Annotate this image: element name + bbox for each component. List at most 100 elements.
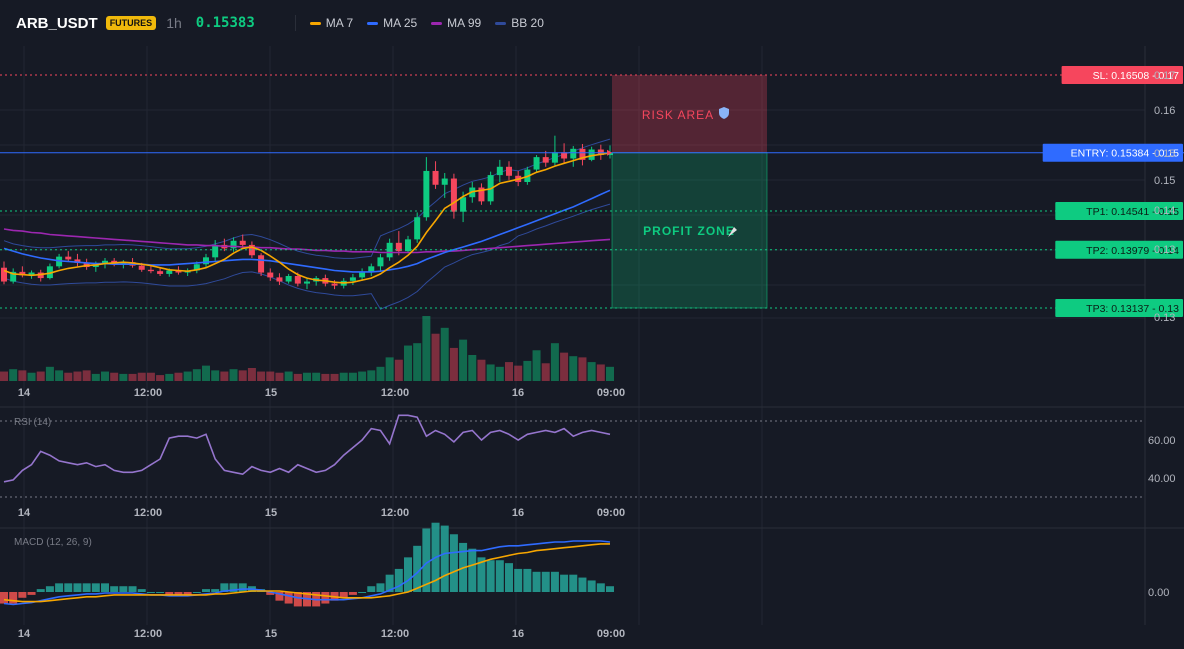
rsi-title: RSI (14) (14, 417, 51, 428)
candle-body (203, 257, 209, 265)
candle-body (423, 170, 430, 218)
macd-histogram-bar (211, 589, 220, 592)
volume-bar (101, 371, 109, 381)
volume-bar (174, 372, 183, 381)
macd-histogram-bar (486, 560, 495, 592)
macd-histogram-bar (0, 592, 8, 604)
volume-bar (569, 356, 578, 381)
candle-body (386, 242, 393, 258)
candle-body (267, 272, 274, 278)
candle-body (377, 257, 384, 267)
macd-histogram-bar (27, 592, 36, 595)
volume-bar (449, 347, 458, 381)
macd-histogram-bar (110, 586, 119, 592)
candle-body (304, 281, 310, 284)
tp-level-tag (1055, 240, 1183, 259)
macd-histogram-bar (91, 583, 100, 592)
rsi-tick-label: 60.00 (1148, 435, 1176, 447)
candle-body (395, 242, 402, 252)
volume-bar (303, 372, 311, 381)
volume-bar (156, 375, 165, 381)
candle-body (450, 178, 457, 212)
symbol-name[interactable]: ARB_USDT (16, 14, 98, 32)
volume-bar (330, 373, 339, 381)
volume-bar (440, 327, 449, 381)
time-tick-label: 15 (265, 387, 277, 399)
volume-bar (293, 373, 302, 381)
volume-bar (229, 369, 238, 381)
futures-badge: FUTURES (105, 16, 157, 30)
volume-bar (505, 362, 513, 381)
candle-body (120, 262, 127, 265)
volume-bar (348, 372, 357, 381)
legend-bb20-label: BB 20 (511, 16, 544, 30)
candle-body (441, 178, 448, 185)
macd-histogram-bar (413, 545, 422, 592)
macd-histogram-bar (156, 592, 165, 593)
profit-zone (611, 152, 768, 309)
time-tick-label: 09:00 (597, 387, 625, 399)
macd-histogram-bar (128, 586, 137, 592)
time-tick-label: 14 (18, 507, 31, 519)
volume-bar (468, 355, 477, 381)
volume-bar (459, 339, 468, 381)
price-tick-label: 0.14 (1154, 205, 1175, 217)
time-tick-label: 09:00 (597, 628, 625, 640)
candle-body (175, 270, 182, 273)
legend-ma99[interactable]: MA 99 (431, 16, 481, 30)
entry-marker (607, 149, 612, 156)
macd-histogram-bar (358, 592, 367, 593)
candle-body (551, 152, 558, 163)
legend-ma25-label: MA 25 (383, 16, 418, 30)
candle-body (561, 152, 568, 159)
time-tick-label: 12:00 (134, 628, 162, 640)
macd-histogram-bar (284, 592, 293, 604)
profit-zone-label: PROFIT ZONE (643, 224, 735, 238)
volume-bars (0, 316, 614, 381)
tp-level-tag (1055, 299, 1183, 317)
volume-bar (247, 368, 256, 381)
volume-bar (18, 370, 27, 381)
time-tick-label: 15 (265, 507, 277, 519)
candle-body (542, 157, 549, 163)
timeframe-label[interactable]: 1h (166, 15, 182, 31)
candle-body (1, 267, 7, 282)
volume-bar (284, 371, 293, 381)
candle-body (405, 239, 411, 252)
macd-histogram-bar (440, 525, 449, 592)
volume-bar (110, 372, 119, 381)
volume-bar (192, 369, 201, 381)
macd-histogram-bar (202, 589, 210, 592)
legend-ma25[interactable]: MA 25 (367, 16, 417, 30)
candle-body (285, 275, 292, 282)
time-tick-label: 16 (512, 387, 524, 399)
time-tick-label: 14 (18, 628, 31, 640)
macd-histogram-bar (495, 560, 504, 592)
macd-histogram-bar (606, 586, 614, 592)
macd-histogram-bar (18, 592, 27, 598)
volume-bar (238, 370, 247, 381)
macd-histogram-bar (404, 557, 412, 592)
macd-histogram-bar (183, 592, 192, 595)
candle-body (258, 255, 265, 273)
macd-histogram-bar (569, 574, 578, 592)
legend-bb20[interactable]: BB 20 (495, 16, 544, 30)
ma7-line (3, 152, 611, 284)
volume-bar (64, 372, 73, 381)
volume-bar (82, 370, 91, 381)
legend-ma7[interactable]: MA 7 (309, 16, 353, 30)
volume-bar (394, 359, 403, 381)
volume-bar (376, 366, 385, 381)
macd-histogram-bar (532, 571, 541, 592)
macd-histogram-bar (523, 568, 532, 592)
candle-body (157, 271, 164, 274)
macd-histogram-bar (229, 583, 238, 592)
macd-histogram-bar (550, 571, 559, 592)
bb-upper-line (3, 138, 611, 259)
candle-body (368, 266, 375, 272)
macd-histogram-bar (146, 592, 155, 593)
header-divider (294, 15, 296, 31)
macd-histogram-bar (174, 592, 183, 595)
time-tick-label: 16 (512, 507, 524, 519)
